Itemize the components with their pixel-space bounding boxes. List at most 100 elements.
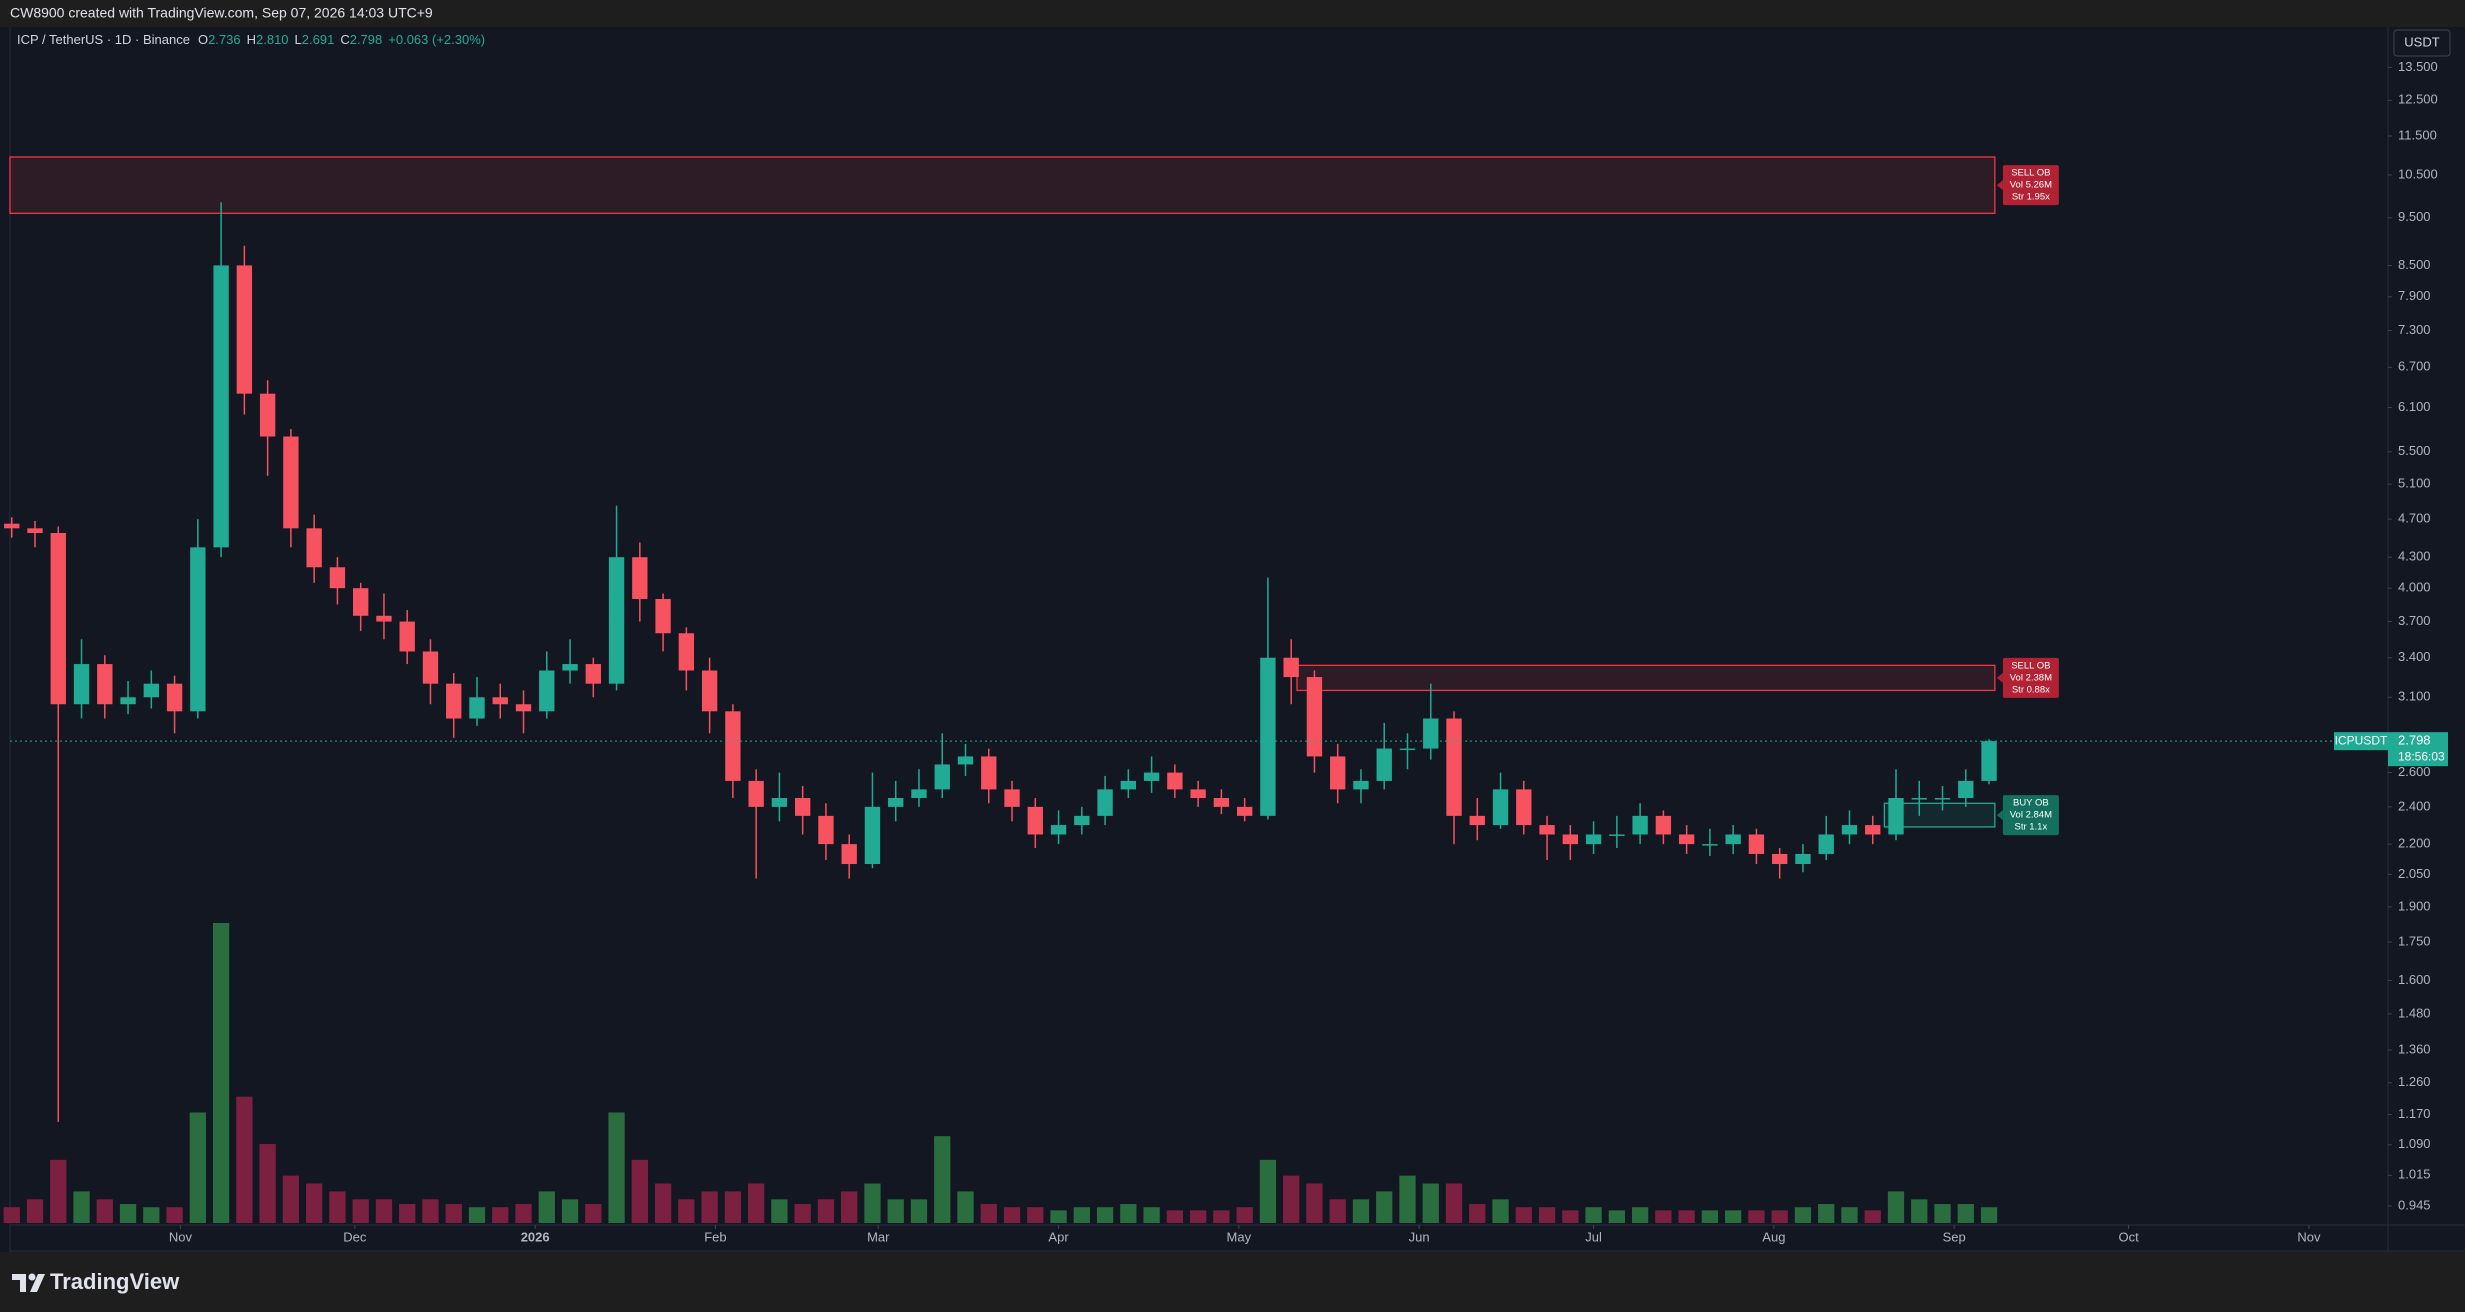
volume-bar xyxy=(1655,1210,1672,1223)
candle-body xyxy=(1353,780,1369,790)
volume-bar xyxy=(468,1207,486,1223)
candle-body xyxy=(562,664,578,671)
candle-body xyxy=(1399,748,1416,751)
y-tick-label: 7.900 xyxy=(2398,288,2431,303)
zone-label-pointer xyxy=(1996,180,2003,191)
candle-body xyxy=(190,547,206,712)
change-value: +0.063 (+2.30%) xyxy=(388,32,485,47)
currency-label: USDT xyxy=(2404,34,2439,49)
candle-body xyxy=(143,683,159,698)
volume-bar xyxy=(841,1191,858,1223)
candle-body xyxy=(73,664,90,705)
volume-bar xyxy=(1608,1210,1625,1223)
volume-bar xyxy=(1562,1210,1579,1223)
candle-body xyxy=(515,704,532,712)
y-tick-label: 1.360 xyxy=(2398,1041,2431,1056)
volume-bar xyxy=(724,1191,742,1223)
volume-bar xyxy=(701,1191,718,1223)
y-tick-label: 1.015 xyxy=(2398,1167,2431,1182)
candle-body xyxy=(1818,834,1834,854)
zone-label-vol: Vol 5.26M xyxy=(2010,180,2052,191)
volume-bar xyxy=(1701,1210,1719,1223)
ohlc-value: 2.798 xyxy=(350,32,383,47)
candle-body xyxy=(911,789,927,799)
volume-bar xyxy=(143,1207,160,1223)
candle-body xyxy=(399,621,415,652)
candle-body xyxy=(888,798,904,807)
candle-body xyxy=(50,532,66,705)
zone-label-title: SELL OB xyxy=(2011,660,2050,671)
volume-bar xyxy=(212,923,230,1223)
volume-bar xyxy=(445,1204,462,1223)
candle-body xyxy=(934,764,950,790)
volume-bar xyxy=(608,1112,625,1223)
x-tick-label: 2026 xyxy=(521,1229,550,1244)
x-tick-label: Jul xyxy=(1585,1229,1602,1244)
candle-body xyxy=(771,798,788,807)
candle-body xyxy=(1097,789,1113,816)
volume-bar xyxy=(1934,1204,1951,1223)
volume-bar xyxy=(166,1207,183,1223)
candle-body xyxy=(1795,853,1811,865)
candle-body xyxy=(1469,815,1485,826)
logo-mark xyxy=(12,1274,26,1292)
volume-bar xyxy=(1120,1204,1137,1223)
x-tick-label: Mar xyxy=(867,1229,890,1244)
volume-bar xyxy=(1283,1175,1300,1223)
volume-bar xyxy=(119,1204,137,1223)
candle-body xyxy=(120,697,136,705)
candle-body xyxy=(1050,825,1067,835)
candle-body xyxy=(818,815,834,845)
candle-body xyxy=(1446,718,1462,816)
candle-body xyxy=(1981,741,1997,781)
volume-bar xyxy=(1469,1204,1486,1223)
order-block-zone xyxy=(9,156,1996,214)
top-bar xyxy=(0,0,2465,27)
volume-bar xyxy=(50,1159,67,1223)
volume-bar xyxy=(399,1204,416,1223)
candle-body xyxy=(864,806,881,865)
ohlc-key: H xyxy=(247,32,256,47)
x-tick-label: May xyxy=(1227,1229,1252,1244)
ohlc-value: 2.691 xyxy=(302,32,335,47)
candle-body xyxy=(1655,815,1672,835)
volume-bar xyxy=(282,1175,300,1223)
y-tick-label: 4.700 xyxy=(2398,511,2431,526)
candle-body xyxy=(678,633,695,671)
volume-bar xyxy=(1887,1191,1905,1223)
candle-body xyxy=(1283,657,1299,678)
volume-bar xyxy=(492,1207,509,1223)
volume-bar xyxy=(561,1199,579,1223)
volume-bar xyxy=(957,1191,974,1223)
currency-button[interactable] xyxy=(2393,29,2451,57)
y-tick-label: 1.600 xyxy=(2398,972,2431,987)
candle-body xyxy=(1841,825,1858,835)
volume-bar xyxy=(515,1204,532,1223)
y-tick-label: 3.100 xyxy=(2398,689,2431,704)
zone-label-str: Str 1.95x xyxy=(2012,192,2050,203)
volume-bar xyxy=(1096,1207,1114,1223)
y-tick-label: 0.945 xyxy=(2398,1197,2431,1212)
y-tick-label: 2.200 xyxy=(2398,836,2431,851)
candle-body xyxy=(1330,756,1346,790)
candle-body xyxy=(97,664,113,705)
candle-body xyxy=(1492,789,1509,826)
y-tick-label: 1.260 xyxy=(2398,1074,2431,1089)
volume-bar xyxy=(654,1183,672,1223)
candle-body xyxy=(1516,789,1532,826)
candle-body xyxy=(748,780,764,807)
volume-bar xyxy=(678,1199,695,1223)
y-tick-label: 1.170 xyxy=(2398,1106,2431,1121)
logo-dot xyxy=(28,1273,36,1281)
y-tick-label: 12.500 xyxy=(2398,92,2438,107)
volume-bar xyxy=(771,1199,788,1223)
candle-body xyxy=(1260,657,1276,816)
price-tag xyxy=(2388,732,2448,767)
zone-label-box xyxy=(2002,795,2059,836)
zone-label-str: Str 1.1x xyxy=(2014,822,2047,833)
zone-label-pointer xyxy=(1996,810,2003,821)
candle-body xyxy=(1190,789,1206,799)
volume-bar xyxy=(817,1199,835,1223)
